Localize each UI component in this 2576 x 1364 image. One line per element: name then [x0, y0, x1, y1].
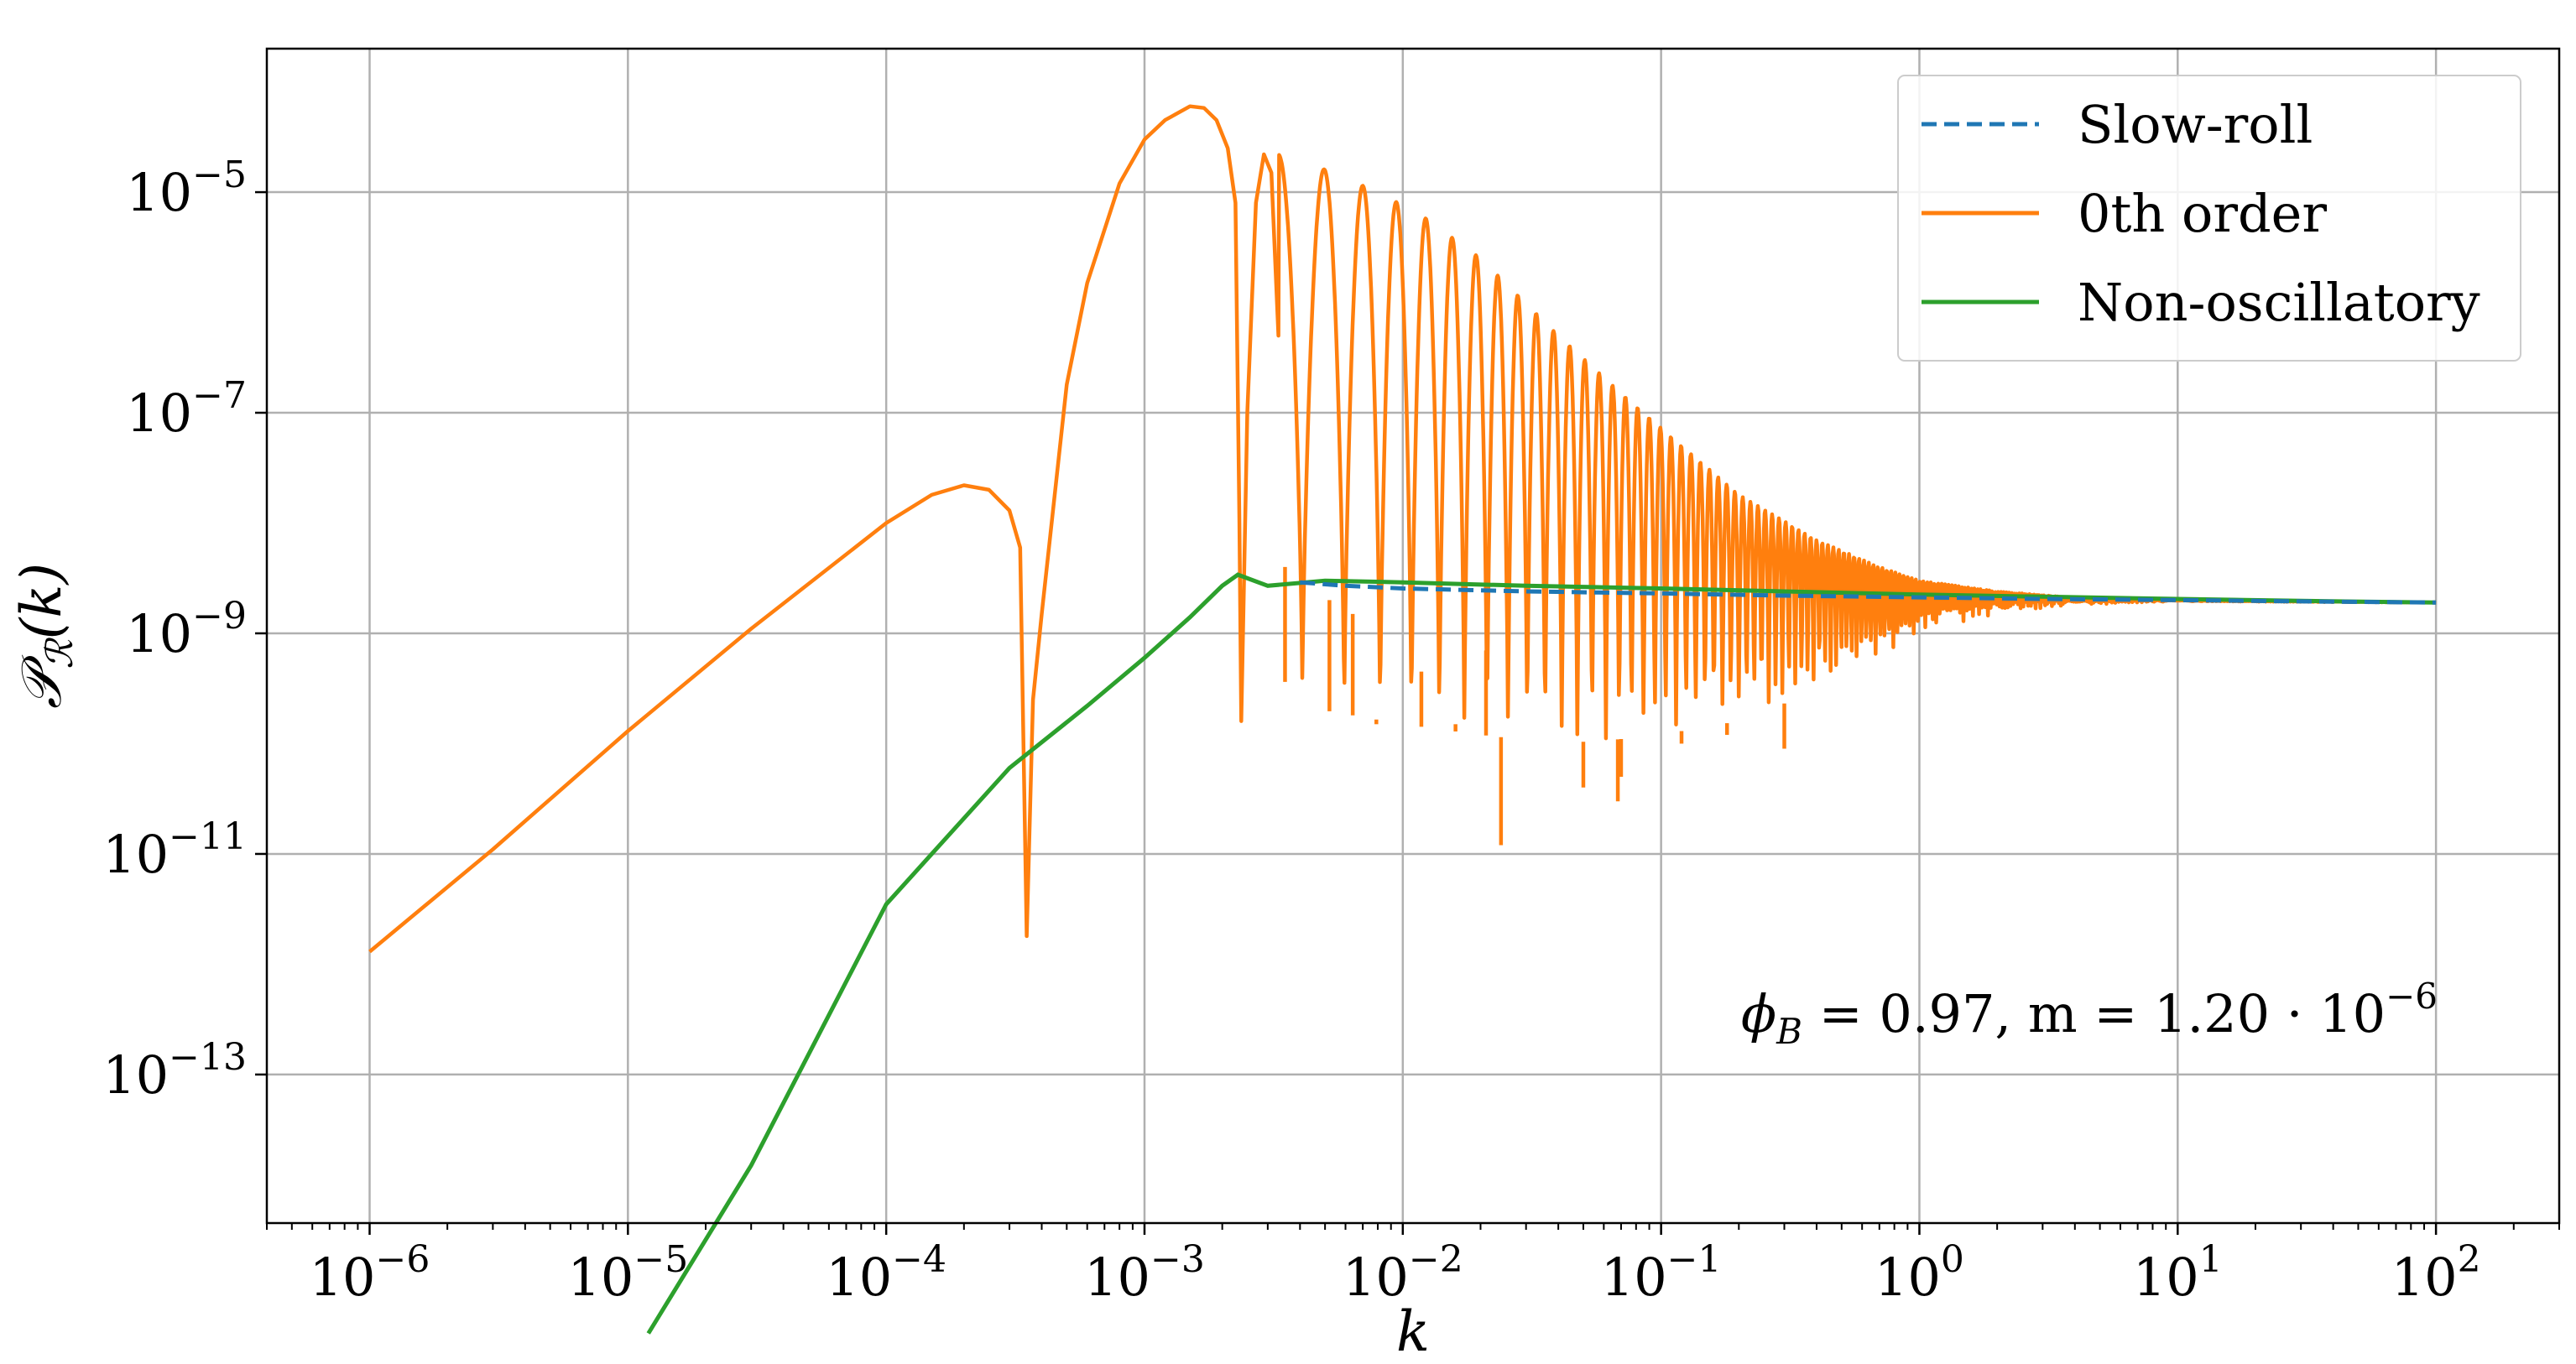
x-tick-label: 10−6: [310, 1238, 430, 1308]
y-tick-label: 10−7: [126, 374, 247, 444]
x-tick-label: 10−1: [1601, 1238, 1722, 1308]
legend-label: 0th order: [2078, 183, 2327, 244]
x-tick-label: 10−3: [1084, 1238, 1205, 1308]
annotation-exp: −6: [2386, 976, 2438, 1017]
y-tick-label: 10−13: [102, 1036, 247, 1106]
x-tick-label: 101: [2133, 1238, 2223, 1308]
series-layer: [368, 104, 2438, 1335]
x-tick-label: 10−2: [1343, 1238, 1463, 1308]
y-axis-label-arg: (k): [9, 563, 74, 640]
x-tick-label: 102: [2391, 1238, 2481, 1308]
plot-frame: [265, 47, 2561, 1225]
tick-labels: 10−6 10−5 10−4 10−3 10−2 10−1 100 101 102 10−13 10…: [102, 154, 2480, 1308]
y-tick-label: 10−5: [126, 154, 247, 223]
legend-label: Non-oscillatory: [2078, 272, 2480, 333]
series-slow-roll-line: [1300, 580, 2437, 605]
y-axis-label: 𝒫ℛ(k): [9, 563, 81, 709]
ticks: [255, 190, 2560, 1235]
x-axis-label: k: [1396, 1299, 1430, 1364]
series-non-oscillatory-line: [646, 572, 2437, 1335]
annotation-mid: = 0.97, m = 1.20 · 10: [1802, 983, 2386, 1044]
y-axis-label-sub: ℛ: [39, 638, 81, 669]
y-tick-label: 10−11: [102, 815, 247, 885]
annotation-phi-sub: B: [1776, 1011, 1802, 1052]
annotation-phi: ϕ: [1741, 983, 1776, 1044]
legend-label: Slow-roll: [2078, 94, 2313, 155]
legend-box: [1897, 75, 2521, 362]
parameter-annotation: ϕB = 0.97, m = 1.20 · 10−6: [1741, 976, 2438, 1052]
x-tick-label: 10−4: [826, 1238, 946, 1308]
y-tick-label: 10−9: [126, 595, 247, 664]
x-tick-label: 100: [1875, 1238, 1964, 1308]
legend: Slow-roll 0th order Non-oscillatory: [1897, 75, 2521, 362]
x-tick-label: 10−5: [567, 1238, 688, 1308]
